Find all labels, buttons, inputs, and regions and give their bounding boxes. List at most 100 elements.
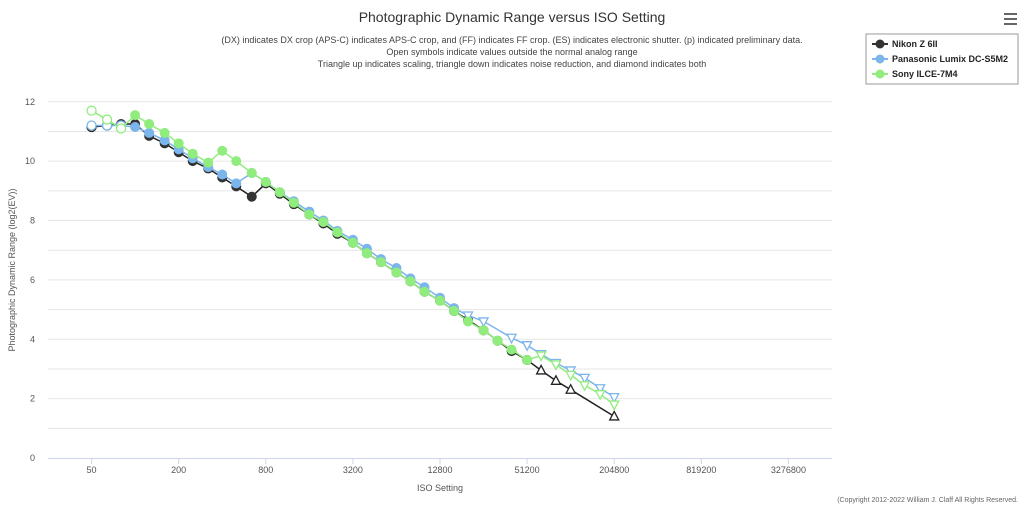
legend-item-sony[interactable]: Sony ILCE-7M4 [872, 69, 958, 79]
data-point[interactable] [477, 317, 490, 328]
data-point[interactable] [608, 400, 620, 411]
legend-label-nikon: Nikon Z 6II [892, 39, 938, 49]
legend-box [865, 33, 1019, 85]
data-point[interactable] [550, 374, 562, 385]
legend-label-sony: Sony ILCE-7M4 [892, 69, 958, 79]
data-point[interactable] [608, 392, 620, 404]
legend-marker-panasonic [875, 54, 885, 64]
x-tick-label: 12800 [427, 465, 452, 475]
chart-title: Photographic Dynamic Range versus ISO Se… [359, 9, 666, 25]
data-point[interactable] [347, 237, 358, 248]
data-point[interactable] [565, 383, 577, 394]
y-tick-labels: 0 2 4 6 8 10 12 [25, 97, 35, 463]
x-tick-label: 800 [258, 465, 273, 475]
chart-subtitle-line-1: (DX) indicates DX crop (APS-C) indicates… [221, 35, 802, 45]
x-tick-label: 819200 [686, 465, 716, 475]
data-point[interactable] [550, 360, 562, 371]
y-tick-label: 4 [30, 334, 35, 344]
data-point[interactable] [594, 384, 606, 395]
y-gridlines [48, 101, 832, 429]
hamburger-menu-icon[interactable] [1000, 12, 1018, 27]
data-point[interactable] [130, 110, 141, 121]
data-point[interactable] [463, 316, 474, 327]
series-line [91, 110, 615, 406]
data-point[interactable] [462, 311, 474, 322]
data-point[interactable] [288, 197, 299, 208]
data-point[interactable] [579, 373, 591, 385]
data-point[interactable] [203, 157, 214, 168]
chart-subtitle-line-3: Triangle up indicates scaling, triangle … [318, 59, 706, 69]
data-point[interactable] [246, 168, 257, 178]
series-line [91, 124, 615, 398]
data-point[interactable] [217, 145, 228, 156]
series-0 [86, 119, 620, 421]
data-point[interactable] [579, 381, 591, 392]
chart-subtitle-line-2: Open symbols indicate values outside the… [386, 47, 637, 57]
data-point[interactable] [304, 209, 315, 220]
data-point[interactable] [144, 119, 155, 130]
y-tick-label: 10 [25, 156, 35, 166]
y-axis-title: Photographic Dynamic Range (log2(EV)) [7, 188, 17, 351]
data-point[interactable] [594, 390, 606, 401]
legend: Nikon Z 6II Panasonic Lumix DC-S5M2 Sony… [865, 33, 1019, 85]
legend-marker-sony [875, 69, 885, 79]
data-point[interactable] [565, 370, 577, 382]
data-point[interactable] [231, 156, 242, 167]
data-point[interactable] [231, 178, 242, 189]
data-point[interactable] [405, 276, 416, 287]
data-point[interactable] [492, 335, 503, 346]
y-tick-label: 6 [30, 275, 35, 285]
data-point[interactable] [86, 120, 97, 131]
data-point[interactable] [274, 187, 285, 198]
series-1 [86, 120, 620, 404]
data-point[interactable] [535, 364, 547, 375]
data-point[interactable] [435, 295, 445, 306]
legend-marker-nikon [875, 39, 885, 49]
data-point[interactable] [115, 123, 127, 134]
data-point[interactable] [391, 267, 402, 278]
x-tick-label: 51200 [515, 465, 540, 475]
data-point[interactable] [86, 105, 97, 116]
x-tick-label: 204800 [599, 465, 629, 475]
data-point[interactable] [217, 169, 228, 180]
data-point[interactable] [144, 127, 155, 138]
legend-item-panasonic[interactable]: Panasonic Lumix DC-S5M2 [872, 54, 1008, 64]
data-point[interactable] [130, 121, 141, 132]
data-point[interactable] [506, 333, 518, 345]
x-tick-label: 3276800 [771, 465, 806, 475]
data-point[interactable] [375, 257, 386, 268]
data-point[interactable] [173, 138, 184, 149]
data-point[interactable] [260, 176, 271, 187]
data-point[interactable] [246, 191, 257, 202]
y-tick-label: 8 [30, 216, 35, 226]
data-point[interactable] [318, 216, 329, 227]
data-point[interactable] [332, 227, 343, 238]
legend-label-panasonic: Panasonic Lumix DC-S5M2 [892, 54, 1008, 64]
data-point[interactable] [521, 341, 533, 352]
x-axis: 50 200 800 3200 12800 51200 204800 819200 327680… [48, 458, 832, 475]
series-layer [86, 105, 620, 421]
x-tick-label: 50 [87, 465, 97, 475]
data-point[interactable] [361, 248, 372, 259]
data-point[interactable] [101, 114, 113, 125]
legend-item-nikon[interactable]: Nikon Z 6II [872, 39, 938, 49]
data-point[interactable] [187, 148, 198, 159]
series-2 [86, 105, 620, 411]
y-tick-label: 2 [30, 394, 35, 404]
data-point[interactable] [535, 351, 547, 362]
data-point[interactable] [159, 127, 170, 138]
y-tick-label: 0 [30, 453, 35, 463]
data-point[interactable] [608, 410, 620, 421]
x-tick-label: 3200 [343, 465, 363, 475]
data-point[interactable] [478, 325, 489, 336]
data-point[interactable] [419, 286, 430, 297]
data-point[interactable] [522, 355, 533, 366]
x-tick-label: 200 [171, 465, 186, 475]
copyright-text: (Copyright 2012-2022 William J. Claff Al… [837, 497, 1018, 504]
data-point[interactable] [449, 306, 460, 317]
series-line [91, 123, 615, 418]
y-tick-label: 12 [25, 97, 35, 107]
data-point[interactable] [506, 344, 517, 355]
x-axis-title: ISO Setting [417, 483, 463, 493]
